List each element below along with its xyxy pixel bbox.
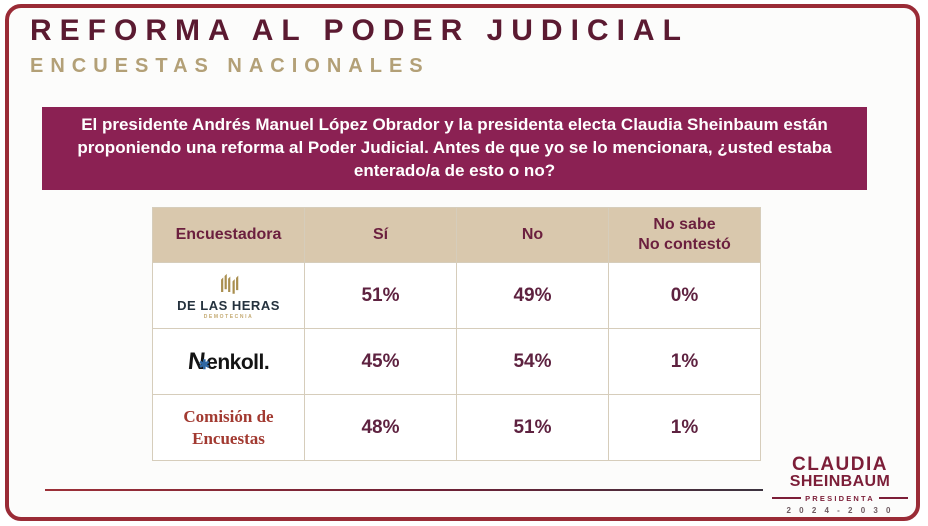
value-comision-si: 48% <box>361 416 400 438</box>
logo-rule-left <box>772 497 802 500</box>
table-header-row: Encuestadora Sí No No sabe No contestó <box>152 207 761 263</box>
value-enkoll-no: 54% <box>513 350 552 372</box>
delasheras-subtitle: DEMOTECNIA <box>203 314 254 320</box>
footer-divider-line <box>45 489 763 491</box>
enkoll-name: enkoll. <box>206 350 270 374</box>
value-delasheras-nsnc: 0% <box>670 284 699 306</box>
page-title: REFORMA AL PODER JUDICIAL <box>30 14 689 47</box>
header-yes: Sí <box>304 207 457 263</box>
header-pollster: Encuestadora <box>152 207 305 263</box>
header-nsnc-line2: No contestó <box>638 236 731 253</box>
logo-presidenta-row: PRESIDENTA <box>772 493 909 503</box>
value-comision-nsnc: 1% <box>670 416 699 438</box>
logo-presidenta: PRESIDENTA <box>805 493 875 503</box>
value-comision-no: 51% <box>513 416 552 438</box>
title-block: REFORMA AL PODER JUDICIAL ENCUESTAS NACI… <box>30 13 689 78</box>
enkoll-star-icon: ✱ <box>198 356 210 372</box>
value-enkoll-si: 45% <box>361 350 400 372</box>
claudia-sheinbaum-logo: CLAUDIA SHEINBAUM PRESIDENTA 2 0 2 4 - 2… <box>772 454 909 515</box>
value-enkoll-nsnc: 1% <box>670 350 699 372</box>
logo-rule-right <box>878 497 909 500</box>
logo-years: 2 0 2 4 - 2 0 3 0 <box>786 505 894 515</box>
poll-results-table: Encuestadora Sí No No sabe No contestó <box>152 207 761 461</box>
value-delasheras-no: 49% <box>513 284 552 306</box>
logo-claudia: CLAUDIA <box>792 454 888 475</box>
enkoll-logo: N ✱ enkoll. <box>186 348 270 376</box>
delasheras-monogram-icon <box>220 273 238 294</box>
survey-question-banner: El presidente Andrés Manuel López Obrado… <box>42 107 867 190</box>
value-delasheras-si: 51% <box>361 284 400 306</box>
logo-sheinbaum: SHEINBAUM <box>789 473 891 490</box>
header-nsnc: No sabe No contestó <box>608 207 761 263</box>
table-row: Comisión de Encuestas 48% 51% 1% <box>152 394 761 461</box>
survey-question-text: El presidente Andrés Manuel López Obrado… <box>77 115 832 180</box>
header-no: No <box>456 207 609 263</box>
page-subtitle: ENCUESTAS NACIONALES <box>30 55 430 77</box>
comision-encuestas-label: Comisión de Encuestas <box>183 407 274 448</box>
table-row: DE LAS HERAS DEMOTECNIA 51% 49% 0% <box>152 262 761 329</box>
table-row: N ✱ enkoll. 45% 54% 1% <box>152 328 761 395</box>
header-nsnc-line1: No sabe <box>653 216 716 233</box>
delasheras-logo: DE LAS HERAS DEMOTECNIA <box>153 271 304 320</box>
delasheras-name: DE LAS HERAS <box>177 298 280 313</box>
